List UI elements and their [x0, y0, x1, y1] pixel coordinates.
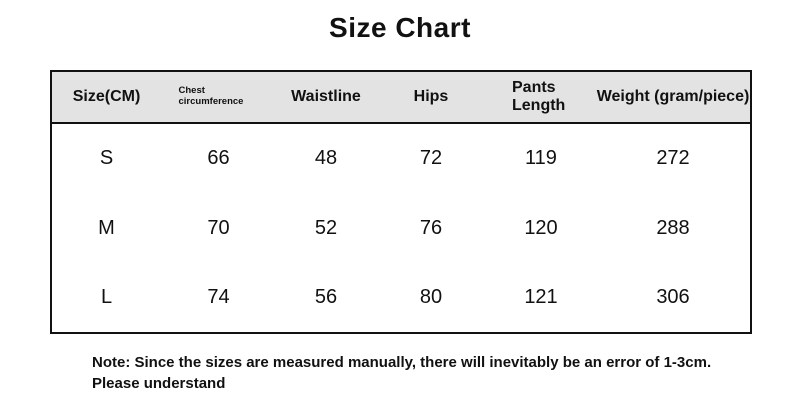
cell-size: L [100, 286, 113, 308]
col-header-pants-label: Pants Length [512, 78, 566, 114]
col-header-hips: Hips [413, 88, 449, 105]
cell-size: M [98, 216, 115, 239]
cell-size: S [99, 147, 114, 169]
note-text: Note: Since the sizes are measured manua… [92, 352, 732, 394]
note-line-2: Please understand [92, 375, 226, 392]
cell-chest: 70 [207, 216, 230, 239]
table-row-l: L 74 56 80 121 306 [51, 263, 751, 333]
table-row-m: M 70 52 76 120 288 [51, 193, 751, 263]
cell-hips: 80 [419, 286, 443, 308]
cell-waistline: 56 [314, 286, 338, 308]
col-header-chest-label: Chest circumference [178, 85, 244, 107]
note-line-1: Note: Since the sizes are measured manua… [92, 354, 712, 371]
cell-weight: 306 [656, 286, 690, 308]
cell-pants-length: 119 [525, 147, 557, 169]
cell-weight: 288 [656, 216, 690, 239]
size-chart-table: Size(CM) Chest circumference Waistline H… [50, 70, 752, 334]
table-header-row: Size(CM) Chest circumference Waistline H… [51, 71, 751, 123]
cell-waistline: 48 [314, 147, 338, 169]
cell-chest: 66 [207, 147, 230, 169]
col-header-chest-circumference: Chest circumference [161, 71, 276, 123]
col-header-size: Size(CM) [72, 88, 141, 105]
cell-pants-length: 120 [524, 216, 558, 239]
table-row-s: S 66 48 72 119 272 [51, 123, 751, 193]
col-header-waistline: Waistline [291, 88, 361, 105]
cell-waistline: 52 [314, 216, 338, 239]
page-title: Size Chart [329, 12, 471, 43]
col-header-pants-length: Pants Length [486, 71, 596, 123]
col-header-weight: Weight (gram/piece) [596, 88, 750, 105]
cell-pants-length: 121 [524, 286, 558, 308]
cell-weight: 272 [656, 147, 690, 169]
cell-hips: 76 [419, 216, 443, 239]
cell-hips: 72 [419, 147, 443, 169]
cell-chest: 74 [207, 286, 230, 308]
